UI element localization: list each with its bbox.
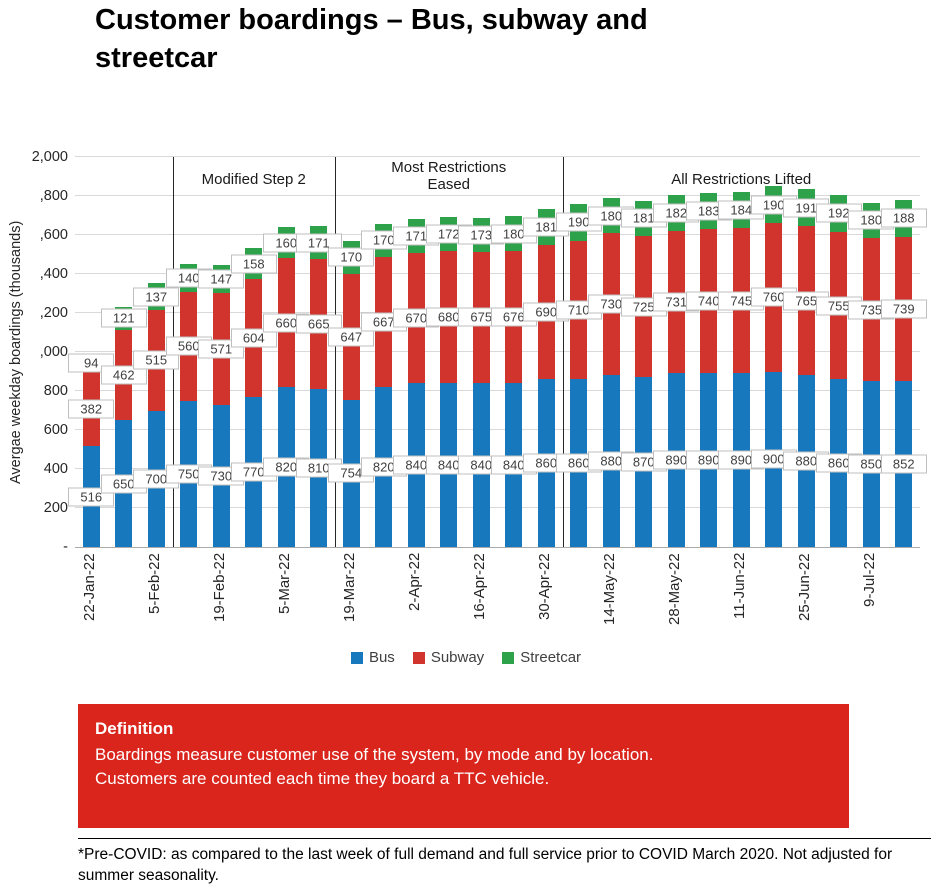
data-label: 147 xyxy=(198,269,245,289)
y-tick-label: ,400 xyxy=(39,266,68,282)
x-tick-label: 22-Jan-22 xyxy=(81,553,99,621)
gridline xyxy=(75,351,920,352)
definition-line2: Customers are counted each time they boa… xyxy=(95,769,550,789)
phase-region-label: All Restrictions Lifted xyxy=(671,171,812,188)
chart-legend: Bus Subway Streetcar xyxy=(0,649,932,666)
page-title: Customer boardings – Bus, subway and str… xyxy=(95,4,648,74)
legend-swatch xyxy=(350,651,363,664)
gridline xyxy=(75,273,920,274)
y-tick-label: ,800 xyxy=(39,188,68,204)
x-tick-label: 2-Apr-22 xyxy=(406,553,424,612)
plot-area: Modified Step 2 Most Restrictions Eased Al… xyxy=(68,156,927,548)
gridline xyxy=(75,390,920,391)
x-tick-label: 25-Jun-22 xyxy=(796,553,814,621)
data-label: 188 xyxy=(880,208,927,228)
y-tick-label: ,600 xyxy=(39,227,68,243)
x-tick-label: 5-Mar-22 xyxy=(276,553,294,614)
x-tick-label: 28-May-22 xyxy=(666,553,684,625)
data-label: 191 xyxy=(783,198,830,218)
gridline xyxy=(75,507,920,508)
y-tick-label: - xyxy=(63,539,68,555)
data-label: 170 xyxy=(328,247,375,267)
x-tick-label: 16-Apr-22 xyxy=(471,553,489,620)
footnote: *Pre-COVID: as compared to the last week… xyxy=(78,838,931,887)
data-label: 647 xyxy=(328,327,375,347)
legend-swatch xyxy=(502,651,515,664)
x-tick-label: 9-Jul-22 xyxy=(861,553,879,608)
phase-divider-line xyxy=(562,157,564,547)
data-label: 171 xyxy=(295,233,342,253)
x-tick-label: 11-Jun-22 xyxy=(731,553,749,620)
legend-label: Streetcar xyxy=(520,649,582,666)
y-axis-labels: 2,000 ,800 ,600 ,400 ,200 ,000 800 600 400 200 - xyxy=(0,149,68,555)
data-label: 158 xyxy=(230,254,277,274)
y-tick-label: 400 xyxy=(43,461,68,477)
phase-region-label: Modified Step 2 xyxy=(201,171,306,188)
phase-divider-line xyxy=(335,157,336,547)
legend-item: Streetcar xyxy=(502,649,581,666)
phase-region-label: Most Restrictions Eased xyxy=(391,159,507,194)
y-tick-label: ,000 xyxy=(39,344,68,360)
legend-item: Subway xyxy=(412,649,485,666)
y-tick-label: 200 xyxy=(43,500,68,516)
data-label: 137 xyxy=(133,287,180,307)
data-label: 382 xyxy=(68,399,115,419)
x-tick-label: 5-Feb-22 xyxy=(146,553,164,614)
data-label: 604 xyxy=(230,328,277,348)
y-tick-label: 800 xyxy=(43,383,68,399)
x-tick-label: 19-Mar-22 xyxy=(341,553,359,623)
data-label: 462 xyxy=(100,365,147,385)
gridline xyxy=(75,156,920,157)
definition-line1: Boardings measure customer use of the sy… xyxy=(95,745,654,765)
legend-item: Bus xyxy=(350,649,395,666)
data-label: 852 xyxy=(880,454,927,474)
y-tick-label: 2,000 xyxy=(31,149,68,165)
y-tick-label: ,200 xyxy=(39,305,68,321)
definition-box: Definition Boardings measure customer us… xyxy=(78,704,849,828)
data-label: 739 xyxy=(880,299,927,319)
gridline xyxy=(75,195,920,196)
definition-heading: Definition xyxy=(95,719,174,738)
legend-label: Subway xyxy=(430,649,485,666)
legend-label: Bus xyxy=(368,649,395,666)
x-tick-label: 30-Apr-22 xyxy=(536,553,554,620)
legend-swatch xyxy=(412,651,425,664)
y-tick-label: 600 xyxy=(43,422,68,438)
x-tick-label: 14-May-22 xyxy=(601,553,619,625)
data-label: 121 xyxy=(100,308,147,328)
gridline xyxy=(75,429,920,430)
x-tick-label: 19-Feb-22 xyxy=(211,553,229,623)
